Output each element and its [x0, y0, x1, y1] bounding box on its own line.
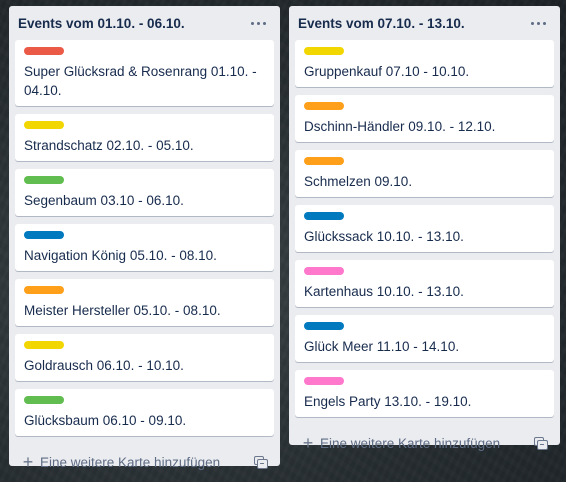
card-label-green[interactable]	[24, 396, 64, 404]
add-card-label: Eine weitere Karte hinzufügen	[40, 454, 221, 470]
card-label-blue[interactable]	[304, 212, 344, 220]
card-label-orange[interactable]	[304, 102, 344, 110]
card-label-yellow[interactable]	[304, 47, 344, 55]
card[interactable]: Strandschatz 02.10. - 05.10.	[15, 114, 274, 161]
card-title: Strandschatz 02.10. - 05.10.	[24, 138, 194, 153]
card-title: Super Glücksrad & Rosenrang 01.10. - 04.…	[24, 64, 257, 98]
card[interactable]: Kartenhaus 10.10. - 13.10.	[295, 260, 554, 307]
card-label-pink[interactable]	[304, 267, 344, 275]
card[interactable]: Glücksbaum 06.10 - 09.10.	[15, 389, 274, 436]
card-label-blue[interactable]	[24, 231, 64, 239]
create-from-template-icon[interactable]	[254, 455, 268, 469]
card-label-orange[interactable]	[24, 286, 64, 294]
card-label-red[interactable]	[24, 47, 64, 55]
card-title: Schmelzen 09.10.	[304, 174, 413, 189]
list-header: Events vom 07.10. - 13.10.	[295, 6, 554, 40]
card-title: Segenbaum 03.10 - 06.10.	[24, 193, 184, 208]
plus-icon: +	[22, 452, 34, 472]
card-title: Glück Meer 11.10 - 14.10.	[304, 339, 460, 354]
card[interactable]: Engels Party 13.10. - 19.10.	[295, 370, 554, 417]
card[interactable]: Navigation König 05.10. - 08.10.	[15, 224, 274, 271]
card-title: Glückssack 10.10. - 13.10.	[304, 229, 464, 244]
card[interactable]: Gruppenkauf 07.10 - 10.10.	[295, 40, 554, 87]
card[interactable]: Glückssack 10.10. - 13.10.	[295, 205, 554, 252]
card-title: Gruppenkauf 07.10 - 10.10.	[304, 64, 470, 79]
add-card-button[interactable]: + Eine weitere Karte hinzufügen	[301, 434, 500, 452]
more-options-icon[interactable]	[526, 11, 550, 35]
card-title: Kartenhaus 10.10. - 13.10.	[304, 284, 464, 299]
add-card-row: + Eine weitere Karte hinzufügen	[15, 448, 274, 476]
card-title: Goldrausch 06.10. - 10.10.	[24, 358, 184, 373]
list-events-07-13: Events vom 07.10. - 13.10. Gruppenkauf 0…	[289, 6, 560, 452]
card-label-orange[interactable]	[304, 157, 344, 165]
list-header: Events vom 01.10. - 06.10.	[15, 6, 274, 40]
list-events-01-06: Events vom 01.10. - 06.10. Super Glücksr…	[9, 6, 280, 471]
more-options-icon[interactable]	[246, 11, 270, 35]
card[interactable]: Schmelzen 09.10.	[295, 150, 554, 197]
list-title[interactable]: Events vom 07.10. - 13.10.	[298, 15, 465, 31]
card-title: Glücksbaum 06.10 - 09.10.	[24, 413, 187, 428]
card[interactable]: Goldrausch 06.10. - 10.10.	[15, 334, 274, 381]
add-card-row: + Eine weitere Karte hinzufügen	[295, 429, 554, 457]
card-label-yellow[interactable]	[24, 121, 64, 129]
card[interactable]: Segenbaum 03.10 - 06.10.	[15, 169, 274, 216]
card[interactable]: Meister Hersteller 05.10. - 08.10.	[15, 279, 274, 326]
list-title[interactable]: Events vom 01.10. - 06.10.	[18, 15, 185, 31]
card-title: Navigation König 05.10. - 08.10.	[24, 248, 217, 263]
card-label-pink[interactable]	[304, 377, 344, 385]
card[interactable]: Dschinn-Händler 09.10. - 12.10.	[295, 95, 554, 142]
card-label-green[interactable]	[24, 176, 64, 184]
add-card-label: Eine weitere Karte hinzufügen	[320, 435, 501, 451]
card[interactable]: Super Glücksrad & Rosenrang 01.10. - 04.…	[15, 40, 274, 106]
create-from-template-icon[interactable]	[534, 436, 548, 450]
plus-icon: +	[302, 433, 314, 453]
card[interactable]: Glück Meer 11.10 - 14.10.	[295, 315, 554, 362]
card-title: Meister Hersteller 05.10. - 08.10.	[24, 303, 221, 318]
card-label-blue[interactable]	[304, 322, 344, 330]
card-label-yellow[interactable]	[24, 341, 64, 349]
card-list: Gruppenkauf 07.10 - 10.10. Dschinn-Händl…	[295, 40, 554, 417]
card-title: Engels Party 13.10. - 19.10.	[304, 394, 472, 409]
card-title: Dschinn-Händler 09.10. - 12.10.	[304, 119, 496, 134]
add-card-button[interactable]: + Eine weitere Karte hinzufügen	[21, 453, 220, 471]
card-list: Super Glücksrad & Rosenrang 01.10. - 04.…	[15, 40, 274, 436]
